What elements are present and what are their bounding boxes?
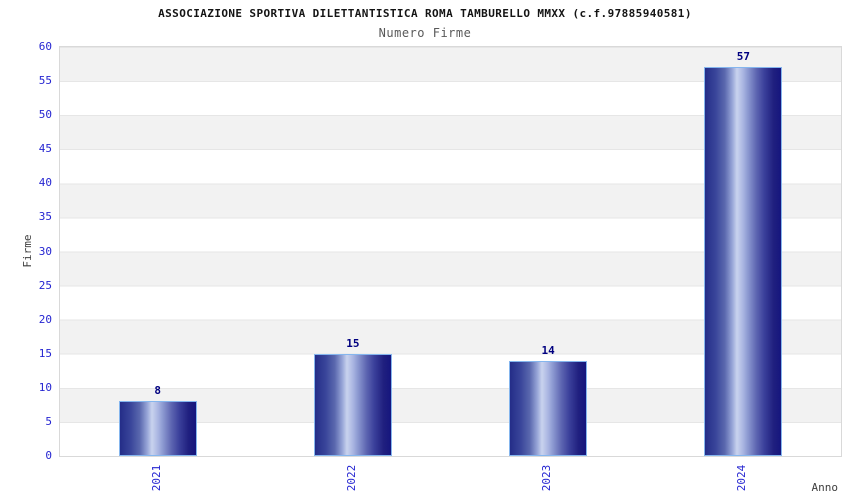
y-tick-label-40: 40 (38, 176, 52, 190)
chart-title: ASSOCIAZIONE SPORTIVA DILETTANTISTICA RO… (158, 7, 692, 20)
y-tick-label-25: 25 (38, 278, 52, 292)
bar-2022 (313, 353, 392, 456)
y-tick-label-0: 0 (45, 449, 52, 462)
x-tick-label-2024: 2024 (735, 464, 749, 492)
bars-layer: 8 15 14 57 (60, 47, 841, 456)
y-axis: 0 5 10 15 20 25 30 35 40 45 50 55 60 (0, 0, 59, 500)
x-axis: 2021 2022 2023 2024 (59, 456, 840, 500)
x-tick-label-2021: 2021 (149, 464, 163, 492)
x-tick-label-2023: 2023 (540, 464, 554, 492)
bar-value-label-2023: 14 (541, 343, 555, 357)
y-tick-label-15: 15 (38, 346, 52, 360)
chart-subtitle: Numero Firme (378, 26, 472, 40)
y-tick-label-50: 50 (38, 108, 52, 122)
y-tick-label-45: 45 (38, 142, 52, 156)
y-tick-label-30: 30 (38, 244, 52, 258)
x-tick-label-2022: 2022 (344, 464, 358, 492)
y-tick-label-35: 35 (38, 210, 52, 224)
bar-2023 (509, 360, 588, 456)
bar-2021 (118, 401, 197, 456)
x-axis-label: Anno (811, 481, 839, 494)
bar-value-label-2024: 57 (736, 50, 750, 64)
bar-2024 (704, 67, 783, 456)
y-tick-label-5: 5 (45, 414, 52, 428)
y-tick-label-20: 20 (38, 312, 52, 326)
y-axis-label: Firme (21, 234, 34, 268)
y-tick-label-60: 60 (38, 40, 52, 53)
y-tick-label-55: 55 (38, 74, 52, 88)
bar-value-label-2021: 8 (154, 384, 161, 398)
plot-area: 8 15 14 57 (59, 46, 842, 457)
bar-value-label-2022: 15 (346, 336, 360, 350)
y-tick-label-10: 10 (38, 380, 52, 394)
